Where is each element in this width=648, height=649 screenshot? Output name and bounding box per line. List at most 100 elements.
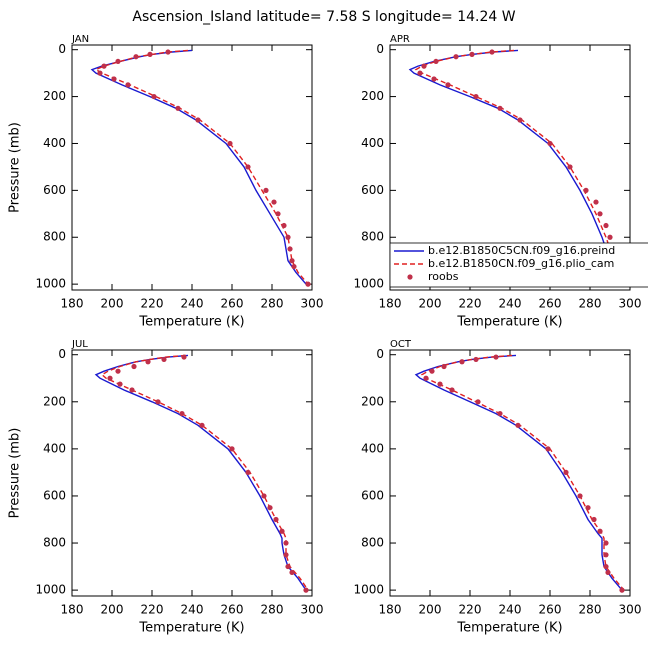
x-tick-label: 280 [579,297,602,311]
obs-point [291,263,297,270]
x-tick-label: 300 [301,297,324,311]
obs-point [421,63,427,69]
y-tick-label: 800 [43,536,66,550]
x-tick-label: 240 [181,603,204,617]
x-axis-label: Temperature (K) [456,621,562,636]
legend-label: b.e12.B1850C5CN.f09_g16.preind [428,244,615,257]
y-tick-label: 600 [43,183,66,197]
obs-point [287,246,293,252]
plot-frame [71,349,313,597]
obs-point [125,82,131,88]
x-tick-label: 200 [419,297,442,311]
obs-point [473,93,479,100]
obs-point [515,422,521,428]
y-tick-label: 1000 [35,277,66,291]
y-tick-label: 600 [361,183,384,197]
y-tick-label: 800 [43,230,66,244]
obs-point [441,363,447,370]
x-tick-label: 220 [141,297,164,311]
obs-point [583,187,589,193]
y-tick-label: 600 [361,488,384,502]
obs-point [165,49,171,55]
y-tick-label: 800 [361,536,384,550]
obs-point [285,234,291,240]
obs-point [449,387,455,393]
obs-point [453,54,459,60]
y-axis-label: Pressure (mb) [8,428,23,519]
obs-point [597,528,603,534]
obs-point [145,359,151,365]
x-tick-label: 280 [261,603,284,617]
obs-point [107,375,113,381]
obs-point [593,199,599,205]
obs-point [245,164,251,170]
obs-point [281,222,287,229]
y-tick-label: 400 [43,136,66,150]
obs-point [195,117,201,123]
obs-point [279,528,285,534]
panel: JAN 180 200 220 240 260 280 300 0 200 400 600 800 100… [8,34,324,330]
y-tick-label: 1000 [353,277,384,291]
plot-frame [389,349,631,597]
obs-point [181,354,187,360]
x-tick-label: 300 [619,297,642,311]
y-axis-label: Pressure (mb) [8,122,23,213]
plot-frame [71,44,313,291]
y-tick-label: 400 [361,136,384,150]
obs-point [545,446,551,452]
x-tick-label: 260 [539,297,562,311]
x-tick-label: 300 [301,603,324,617]
obs-point [563,469,569,476]
y-tick-label: 200 [361,394,384,408]
x-tick-label: 200 [101,297,124,311]
legend-marker [407,274,413,280]
x-tick-label: 180 [61,297,84,311]
obs-point [431,76,437,82]
obs-point [273,516,279,523]
y-tick-label: 1000 [353,583,384,597]
obs-point [245,469,251,476]
obs-point [289,569,295,576]
obs-point [271,199,277,205]
y-tick-label: 600 [43,488,66,502]
obs-point [597,211,603,217]
y-tick-label: 200 [43,89,66,103]
y-tick-label: 0 [376,347,384,361]
x-tick-label: 220 [459,603,482,617]
obs-point [275,211,281,217]
obs-point [429,368,435,374]
obs-point [603,563,609,570]
y-tick-label: 0 [376,42,384,56]
y-tick-label: 400 [43,441,66,455]
profile-line [90,49,307,285]
obs-point [469,51,475,57]
panel-title: OCT [390,339,412,350]
obs-point [585,505,591,511]
obs-point [97,70,103,76]
panel-title: JAN [71,34,89,45]
obs-point [305,281,311,287]
obs-point [497,105,503,111]
x-tick-label: 260 [221,297,244,311]
x-tick-label: 280 [579,603,602,617]
legend-label: b.e12.B1850CN.f09_g16.plio_cam [428,257,614,270]
obs-point [147,51,153,57]
panel-title: APR [390,34,410,45]
x-tick-label: 180 [379,297,402,311]
obs-point [175,105,181,111]
x-tick-label: 240 [499,603,522,617]
obs-point [619,587,625,593]
x-tick-label: 240 [499,297,522,311]
panel: APR 180 200 220 240 260 280 300 0 200 400 600 800 100… [353,34,648,330]
obs-point [131,363,137,370]
obs-point [285,563,291,570]
obs-point [489,49,495,55]
obs-point [101,63,107,69]
x-tick-label: 180 [61,603,84,617]
obs-point [459,359,465,365]
obs-point [155,399,161,405]
legend-label: roobs [428,270,459,283]
obs-point [497,410,503,417]
y-tick-label: 200 [361,89,384,103]
